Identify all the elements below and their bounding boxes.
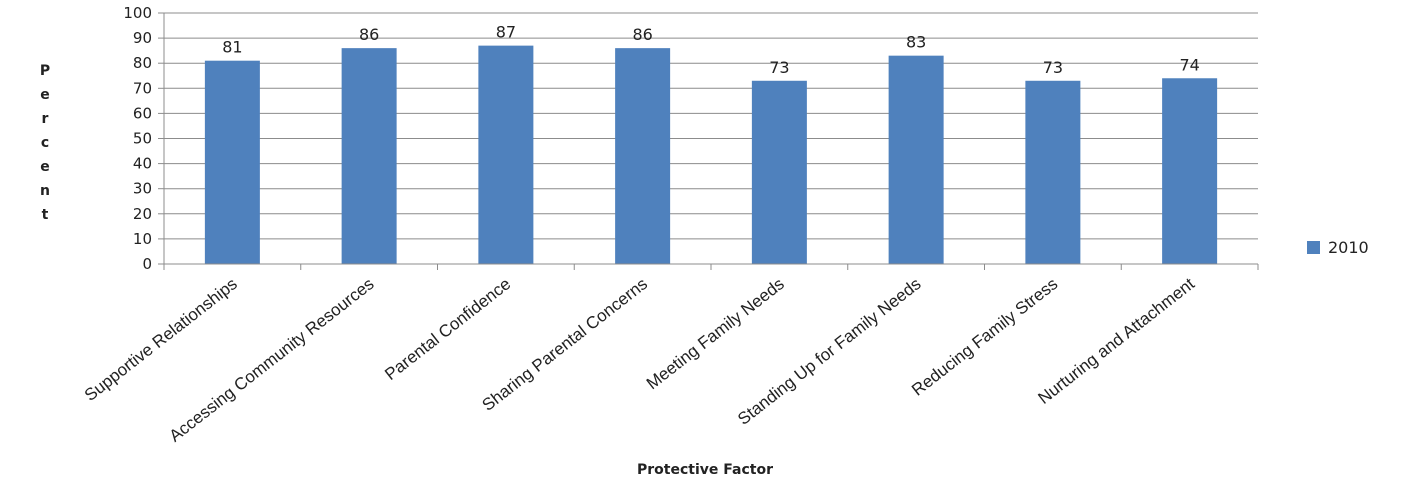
y-axis-title-letter: n: [40, 183, 50, 199]
legend-swatch: [1307, 241, 1320, 254]
data-label: 73: [1043, 58, 1063, 77]
y-axis-title-letter: e: [40, 87, 50, 103]
y-tick-label: 10: [133, 230, 152, 248]
y-tick-label: 100: [123, 4, 152, 22]
y-tick-label: 20: [133, 205, 152, 223]
category-label: Parental Confidence: [381, 274, 514, 384]
category-label: Nurturing and Attachment: [1034, 274, 1198, 408]
bar: [615, 48, 671, 264]
gridlines: [164, 12, 1258, 265]
bar: [478, 45, 534, 264]
legend: 2010: [1307, 238, 1369, 257]
y-tick-label: 50: [133, 130, 152, 148]
y-axis-title-letter: c: [41, 135, 49, 151]
y-tick-label: 90: [133, 29, 152, 47]
y-axis-title-letter: P: [40, 63, 50, 79]
category-label: Meeting Family Needs: [643, 274, 788, 393]
y-axis-title-letter: t: [42, 207, 49, 223]
bar: [888, 55, 944, 264]
bar: [204, 60, 260, 264]
data-label: 81: [222, 38, 242, 57]
data-label: 86: [359, 25, 379, 44]
y-tick-labels: 0 10 20 30 40 50 60 70 80 90 100: [123, 4, 152, 273]
data-label: 87: [496, 23, 516, 42]
y-tick-label: 80: [133, 54, 152, 72]
y-tick-label: 30: [133, 180, 152, 198]
data-label: 86: [632, 25, 652, 44]
category-label: Reducing Family Stress: [908, 274, 1061, 399]
bars: [204, 45, 1218, 265]
data-labels: 81 86 87 86 73 83 73 74: [222, 23, 1200, 77]
bar: [1025, 80, 1081, 265]
y-tick-label: 0: [142, 255, 152, 273]
y-tick-label: 70: [133, 79, 152, 97]
y-tick-label: 40: [133, 155, 152, 173]
y-axis-title-letter: e: [40, 159, 50, 175]
bar: [341, 48, 397, 264]
y-axis-title-letter: r: [42, 111, 49, 127]
bar: [1162, 78, 1218, 264]
data-label: 83: [906, 33, 926, 52]
x-axis-title: Protective Factor: [637, 462, 773, 478]
bar: [751, 80, 807, 265]
axes: [158, 12, 1259, 270]
data-label: 73: [769, 58, 789, 77]
data-label: 74: [1179, 55, 1199, 74]
y-tick-label: 60: [133, 104, 152, 122]
legend-label: 2010: [1328, 238, 1369, 257]
category-label: Supportive Relationships: [81, 274, 241, 405]
